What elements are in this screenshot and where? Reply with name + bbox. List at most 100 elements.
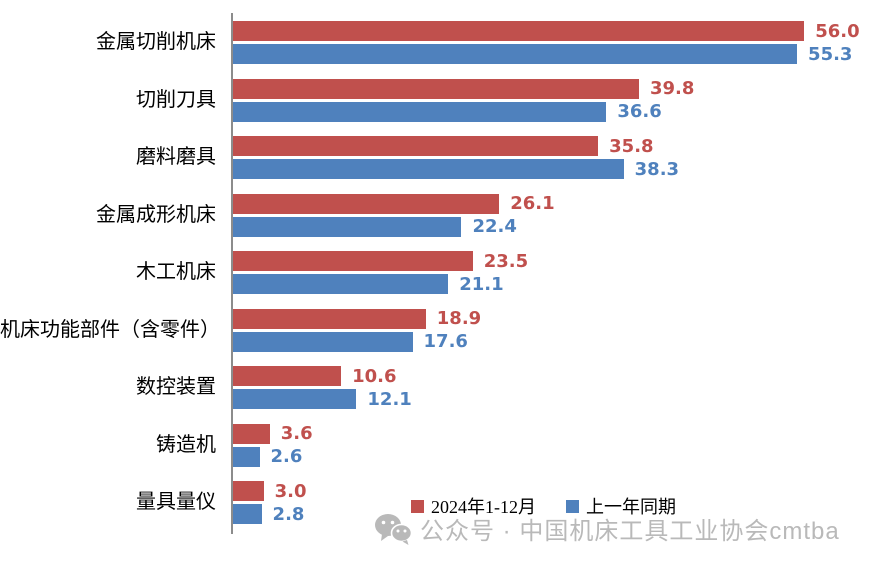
bar-current-year — [233, 136, 599, 156]
category-label-text: 量具量仪 — [136, 491, 216, 514]
value-label: 23.5 — [483, 250, 529, 272]
value-label: 3.6 — [280, 423, 313, 444]
bar-line: 2.8 — [233, 503, 845, 525]
value-label: 56.0 — [815, 20, 860, 42]
value-label: 55.3 — [808, 43, 853, 65]
bar-previous-year — [233, 159, 624, 179]
bar-previous-year — [233, 504, 262, 524]
bar-previous-year — [233, 331, 413, 352]
bar-line: 10.6 — [233, 365, 845, 387]
value-label: 38.3 — [634, 158, 680, 180]
legend-item-current-year: 2024年1-12月 — [411, 493, 536, 519]
legend-item-previous-year: 上一年同期 — [566, 493, 676, 519]
bar-current-year — [233, 366, 342, 386]
category-label: 数控装置 — [0, 359, 216, 417]
bar-line: 38.3 — [233, 158, 845, 180]
watermark-text: 公众号 · 中国机床工具工业协会cmtba — [420, 518, 840, 545]
chart-rows: 金属切削机床 56.0 55.3 切削刀具 39.8 36.6 磨料磨具 35.8 38.3 金属… — [0, 14, 874, 532]
legend-swatch-previous-year — [566, 499, 579, 513]
category-label-text: 金属切削机床 — [96, 31, 216, 54]
bars-group: 3.6 2.6 — [233, 417, 845, 475]
category-label: 磨料磨具 — [0, 129, 216, 187]
bar-line: 35.8 — [233, 135, 845, 157]
bar-current-year — [233, 21, 805, 41]
bar-line: 56.0 — [233, 21, 860, 42]
bar-previous-year — [233, 216, 462, 237]
bars-group: 56.0 55.3 — [233, 14, 860, 72]
bar-line: 3.0 — [233, 480, 845, 502]
category-label-text: 机床功能部件（含零件） — [0, 318, 220, 341]
bar-previous-year — [233, 389, 357, 409]
bars-group: 39.8 36.6 — [233, 72, 845, 130]
bar-line: 39.8 — [233, 78, 845, 99]
bar-previous-year — [233, 101, 607, 122]
category-label: 切削刀具 — [0, 72, 216, 130]
value-label: 26.1 — [510, 193, 555, 214]
legend-swatch-current-year — [411, 499, 424, 513]
bar-previous-year — [233, 274, 449, 294]
bar-line: 18.9 — [233, 308, 845, 329]
category-row: 金属切削机床 56.0 55.3 — [0, 14, 874, 72]
value-label: 2.8 — [272, 503, 305, 525]
bar-current-year — [233, 481, 264, 501]
bars-group: 26.1 22.4 — [233, 187, 845, 245]
bar-line: 3.6 — [233, 423, 845, 444]
category-row: 金属成形机床 26.1 22.4 — [0, 187, 874, 245]
value-label: 3.0 — [274, 480, 307, 502]
value-label: 18.9 — [436, 308, 482, 329]
bar-line: 23.5 — [233, 250, 845, 272]
wechat-icon — [375, 513, 412, 545]
value-label: 36.6 — [617, 101, 662, 122]
bar-previous-year — [233, 446, 260, 467]
category-label: 金属切削机床 — [0, 14, 216, 72]
bar-line: 17.6 — [233, 331, 845, 352]
category-row: 量具量仪 3.0 2.8 — [0, 474, 874, 532]
value-label: 22.4 — [472, 216, 517, 237]
bar-line: 55.3 — [233, 44, 852, 65]
value-label: 2.6 — [270, 446, 303, 467]
bar-line: 36.6 — [233, 101, 845, 122]
category-label: 木工机床 — [0, 244, 216, 302]
bar-line: 22.4 — [233, 216, 845, 237]
category-row: 切削刀具 39.8 36.6 — [0, 72, 874, 130]
value-label: 39.8 — [649, 78, 695, 99]
watermark: 公众号 · 中国机床工具工业协会cmtba — [374, 511, 840, 546]
value-label: 10.6 — [352, 365, 397, 387]
legend-label-current-year: 2024年1-12月 — [431, 497, 536, 517]
legend: 2024年1-12月 上一年同期 — [411, 493, 676, 519]
category-row: 磨料磨具 35.8 38.3 — [0, 129, 874, 187]
bars-group: 3.0 2.8 — [233, 474, 845, 532]
category-label: 机床功能部件（含零件） — [0, 302, 220, 360]
bar-previous-year — [233, 44, 798, 64]
bars-group: 35.8 38.3 — [233, 129, 845, 187]
value-label: 35.8 — [609, 135, 654, 157]
category-label: 金属成形机床 — [0, 187, 216, 245]
category-label-text: 木工机床 — [136, 261, 216, 284]
category-row: 机床功能部件（含零件） 18.9 17.6 — [0, 302, 874, 360]
bars-group: 10.6 12.1 — [233, 359, 845, 417]
category-label-text: 数控装置 — [136, 376, 216, 399]
bar-current-year — [233, 423, 270, 444]
category-row: 木工机床 23.5 21.1 — [0, 244, 874, 302]
value-label: 12.1 — [367, 388, 412, 410]
bars-group: 23.5 21.1 — [233, 244, 845, 302]
legend-label-previous-year: 上一年同期 — [586, 497, 676, 517]
bar-line: 26.1 — [233, 193, 845, 214]
category-label-text: 切削刀具 — [136, 88, 216, 111]
bar-line: 12.1 — [233, 388, 845, 410]
bar-line: 21.1 — [233, 273, 845, 295]
bar-line: 2.6 — [233, 446, 845, 467]
category-label-text: 磨料磨具 — [136, 146, 216, 169]
category-row: 数控装置 10.6 12.1 — [0, 359, 874, 417]
category-label-text: 金属成形机床 — [96, 203, 216, 226]
category-row: 铸造机 3.6 2.6 — [0, 417, 874, 475]
value-label: 17.6 — [423, 331, 468, 352]
value-label: 21.1 — [459, 273, 504, 295]
bars-group: 18.9 17.6 — [233, 302, 845, 360]
bar-current-year — [233, 251, 473, 271]
category-label: 量具量仪 — [0, 474, 216, 532]
bar-current-year — [233, 193, 500, 214]
bar-current-year — [233, 308, 426, 329]
bar-current-year — [233, 78, 639, 99]
